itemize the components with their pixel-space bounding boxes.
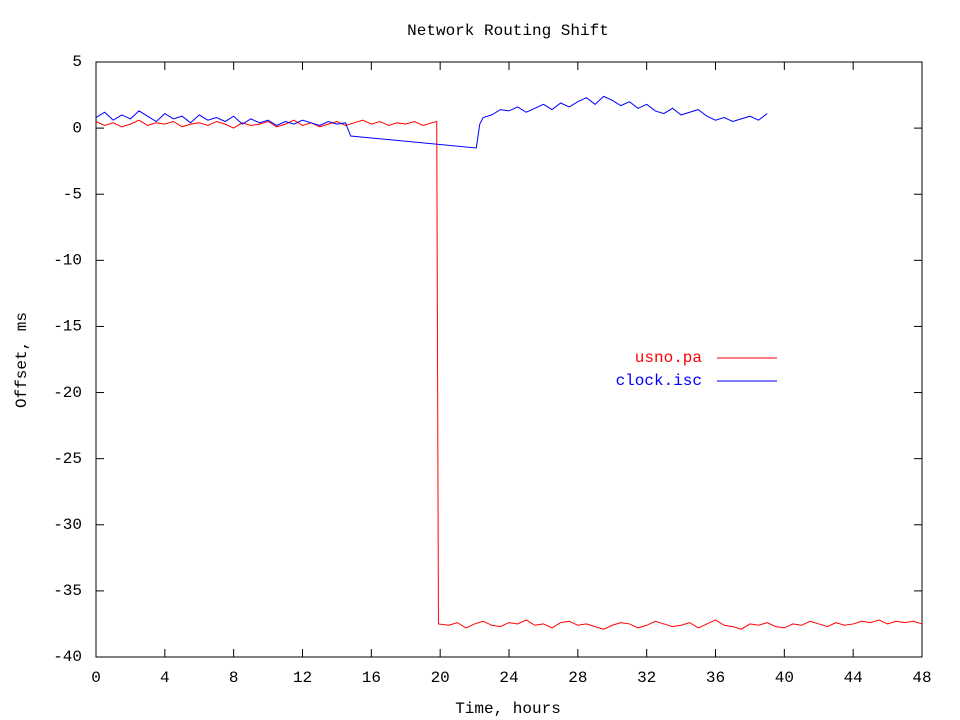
y-tick-label: -35 [53,582,82,600]
x-axis-label: Time, hours [455,700,561,718]
x-tick-label: 36 [706,669,725,687]
x-tick-label: 32 [637,669,656,687]
y-tick-label: -5 [63,185,82,203]
y-tick-label: -10 [53,252,82,270]
series-line [95,95,768,149]
x-tick-label: 44 [844,669,863,687]
x-tick-label: 4 [160,669,170,687]
x-tick-label: 8 [229,669,239,687]
plot-border [95,61,923,658]
y-tick-label: -30 [53,516,82,534]
y-axis-label: Offset, ms [13,312,31,408]
x-tick-label: 0 [91,669,101,687]
series-line [95,119,923,630]
x-tick-label: 16 [362,669,381,687]
y-tick-label: -20 [53,384,82,402]
y-tick-label: 5 [72,53,82,71]
y-tick-label: -40 [53,648,82,666]
x-tick-label: 12 [293,669,312,687]
x-tick-label: 24 [499,669,518,687]
chart-title: Network Routing Shift [407,22,609,40]
y-tick-label: -25 [53,450,82,468]
legend-label: usno.pa [635,349,703,367]
x-tick-label: 48 [912,669,931,687]
x-tick-label: 40 [775,669,794,687]
legend-label: clock.isc [616,372,702,390]
y-tick-label: -15 [53,318,82,336]
x-tick-label: 28 [568,669,587,687]
x-tick-label: 20 [431,669,450,687]
y-tick-label: 0 [72,119,82,137]
